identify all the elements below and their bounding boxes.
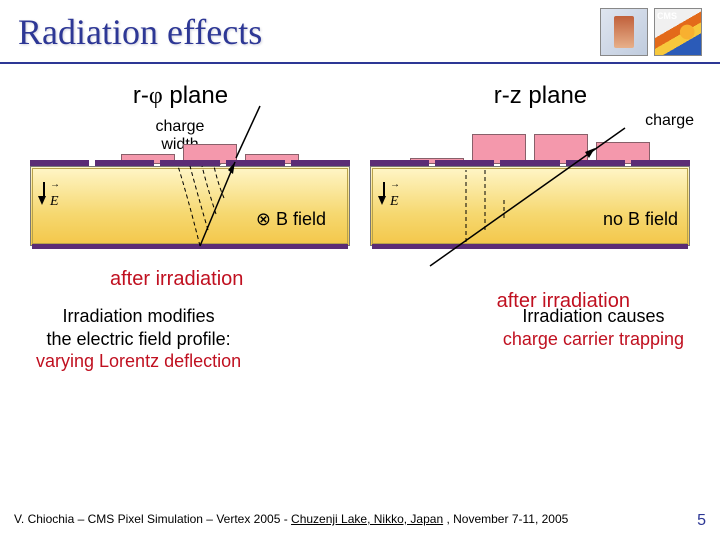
r-phi-panel: chargewidth →E [30, 118, 350, 268]
logo-group: CMS [600, 8, 702, 56]
slide-title: Radiation effects [18, 11, 262, 53]
footer: V. Chiochia – CMS Pixel Simulation – Ver… [0, 512, 720, 530]
left-tracks-svg [30, 118, 350, 268]
header-divider [0, 62, 720, 64]
right-plane-label: r-z plane [494, 82, 587, 110]
subtitle-row: r-φ plane r-z plane [0, 82, 720, 110]
r-z-panel: charge →E no B field [370, 118, 690, 268]
after-irradiation-label-left: after irradiation [110, 268, 243, 291]
slide-number: 5 [697, 512, 706, 530]
right-tracks-svg [370, 118, 690, 268]
left-caption: Irradiation modifies the electric field … [36, 305, 241, 373]
cms-logo: CMS [654, 8, 702, 56]
left-plane-label: r-φ plane [133, 82, 228, 110]
no-b-field-label: no B field [603, 209, 678, 230]
b-field-label: ⊗ B field [256, 209, 326, 230]
right-caption: Irradiation causes charge carrier trappi… [503, 305, 684, 373]
uzh-logo [600, 8, 648, 56]
after-irradiation-label-right: after irradiation [497, 290, 630, 313]
footer-link: Chuzenji Lake, Nikko, Japan [291, 512, 443, 526]
